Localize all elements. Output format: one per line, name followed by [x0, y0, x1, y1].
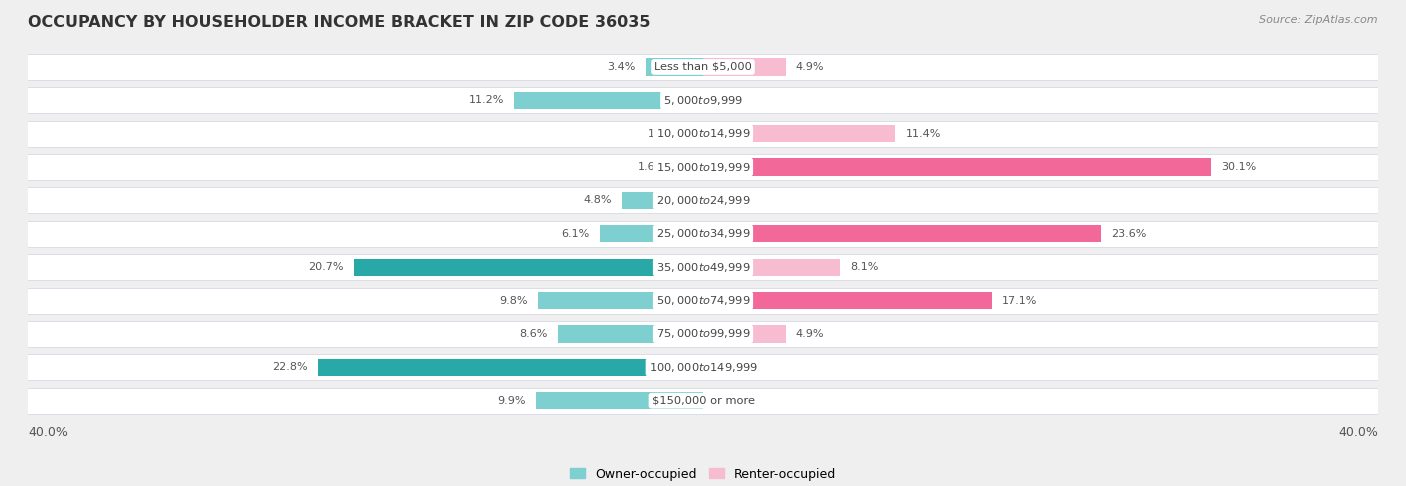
- Bar: [318, 359, 703, 376]
- Text: 3.4%: 3.4%: [607, 62, 636, 72]
- Text: 40.0%: 40.0%: [1339, 426, 1378, 439]
- Text: 8.6%: 8.6%: [519, 329, 548, 339]
- Bar: [0, 388, 1406, 414]
- Bar: [676, 158, 703, 176]
- Bar: [0, 321, 1406, 347]
- Bar: [537, 292, 703, 309]
- Text: 0.0%: 0.0%: [713, 363, 741, 372]
- Text: $50,000 to $74,999: $50,000 to $74,999: [655, 294, 751, 307]
- Bar: [703, 292, 991, 309]
- Text: $25,000 to $34,999: $25,000 to $34,999: [655, 227, 751, 240]
- Text: 9.8%: 9.8%: [499, 295, 527, 306]
- Text: 4.9%: 4.9%: [796, 329, 824, 339]
- Text: 11.4%: 11.4%: [905, 129, 941, 139]
- Bar: [0, 154, 1406, 180]
- Text: $15,000 to $19,999: $15,000 to $19,999: [655, 160, 751, 174]
- Text: $150,000 or more: $150,000 or more: [651, 396, 755, 406]
- Text: 20.7%: 20.7%: [308, 262, 343, 272]
- Bar: [703, 58, 786, 76]
- Bar: [0, 354, 1406, 381]
- Bar: [354, 259, 703, 276]
- Bar: [703, 225, 1101, 243]
- Text: $100,000 to $149,999: $100,000 to $149,999: [648, 361, 758, 374]
- Text: 0.0%: 0.0%: [713, 95, 741, 105]
- Bar: [703, 259, 839, 276]
- Text: Source: ZipAtlas.com: Source: ZipAtlas.com: [1260, 15, 1378, 25]
- Bar: [0, 87, 1406, 113]
- Bar: [686, 125, 703, 142]
- Legend: Owner-occupied, Renter-occupied: Owner-occupied, Renter-occupied: [565, 463, 841, 486]
- Text: 0.0%: 0.0%: [713, 195, 741, 206]
- Text: $75,000 to $99,999: $75,000 to $99,999: [655, 328, 751, 340]
- Text: $35,000 to $49,999: $35,000 to $49,999: [655, 260, 751, 274]
- Text: 8.1%: 8.1%: [849, 262, 879, 272]
- Bar: [536, 392, 703, 409]
- Bar: [600, 225, 703, 243]
- Text: OCCUPANCY BY HOUSEHOLDER INCOME BRACKET IN ZIP CODE 36035: OCCUPANCY BY HOUSEHOLDER INCOME BRACKET …: [28, 15, 651, 30]
- Text: $5,000 to $9,999: $5,000 to $9,999: [664, 94, 742, 107]
- Text: 30.1%: 30.1%: [1220, 162, 1256, 172]
- Bar: [515, 92, 703, 109]
- Bar: [0, 288, 1406, 313]
- Text: 4.9%: 4.9%: [796, 62, 824, 72]
- Text: 1.0%: 1.0%: [648, 129, 676, 139]
- Bar: [0, 54, 1406, 80]
- Bar: [558, 325, 703, 343]
- Text: 4.8%: 4.8%: [583, 195, 612, 206]
- Text: 0.0%: 0.0%: [713, 396, 741, 406]
- Text: 9.9%: 9.9%: [498, 396, 526, 406]
- Bar: [703, 325, 786, 343]
- Text: 23.6%: 23.6%: [1111, 229, 1147, 239]
- Text: 17.1%: 17.1%: [1001, 295, 1038, 306]
- Text: 1.6%: 1.6%: [638, 162, 666, 172]
- Bar: [621, 192, 703, 209]
- Text: 11.2%: 11.2%: [468, 95, 503, 105]
- Bar: [0, 254, 1406, 280]
- Text: 40.0%: 40.0%: [28, 426, 67, 439]
- Text: $20,000 to $24,999: $20,000 to $24,999: [655, 194, 751, 207]
- Text: $10,000 to $14,999: $10,000 to $14,999: [655, 127, 751, 140]
- Bar: [703, 125, 896, 142]
- Text: 6.1%: 6.1%: [562, 229, 591, 239]
- Bar: [0, 121, 1406, 147]
- Text: 22.8%: 22.8%: [273, 363, 308, 372]
- Text: Less than $5,000: Less than $5,000: [654, 62, 752, 72]
- Bar: [645, 58, 703, 76]
- Bar: [0, 221, 1406, 247]
- Bar: [0, 188, 1406, 213]
- Bar: [703, 158, 1211, 176]
